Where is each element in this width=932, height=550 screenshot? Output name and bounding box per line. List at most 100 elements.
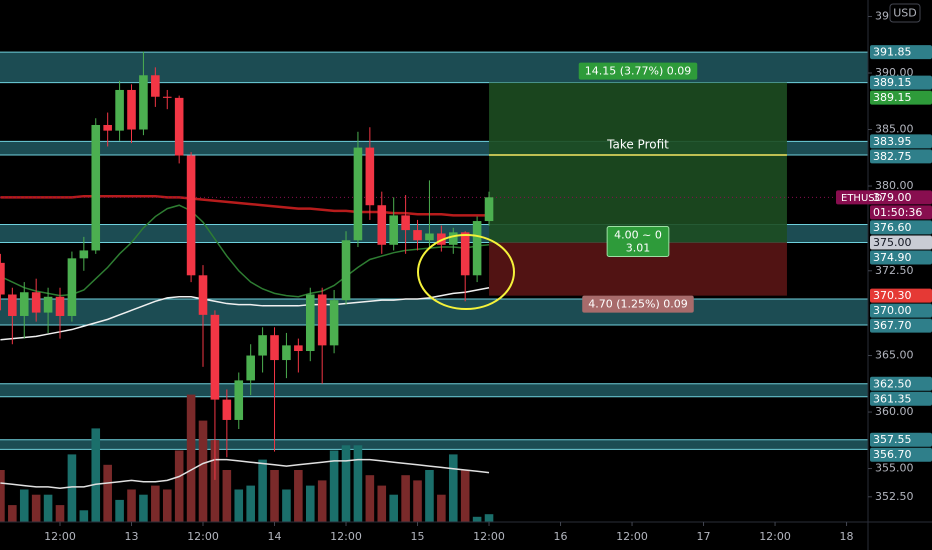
price-tag-label: 389.15 — [873, 91, 912, 104]
x-tick-label: 12:00 — [44, 530, 76, 543]
x-tick-label: 18 — [840, 530, 854, 543]
volume-bar — [389, 494, 398, 522]
candle-body — [115, 89, 124, 131]
volume-bar — [484, 514, 494, 522]
price-tag-label: 356.70 — [873, 448, 912, 461]
x-tick-label: 16 — [554, 530, 568, 543]
price-tag-label: 379.00 — [873, 191, 912, 204]
x-tick-label: 12:00 — [616, 530, 648, 543]
price-tag-label: 376.60 — [873, 221, 912, 234]
candle-body — [162, 96, 172, 98]
candle-body — [401, 215, 410, 231]
volume-bar — [413, 480, 422, 522]
volume-bar — [222, 470, 232, 522]
target-label: 14.15 (3.77%) 0.09 — [585, 65, 692, 78]
candle-body — [174, 97, 184, 156]
x-tick-label: 14 — [268, 530, 282, 543]
moving-average — [0, 204, 490, 298]
y-tick-label: 352.50 — [875, 490, 914, 503]
candle-body — [210, 314, 220, 400]
price-tag — [870, 134, 932, 149]
volume-bar — [0, 470, 5, 522]
x-tick-label: 12:00 — [759, 530, 791, 543]
volume-bar — [67, 454, 77, 522]
price-tag — [870, 250, 932, 265]
candle-body — [79, 250, 89, 259]
volume-ma — [0, 458, 490, 489]
currency-box: USD — [889, 3, 921, 23]
volume-bar — [437, 494, 446, 522]
candle-body — [270, 335, 279, 361]
highlight-ellipse — [417, 234, 515, 310]
countdown-tag — [870, 205, 932, 220]
volume-bar — [115, 499, 124, 522]
price-tag — [870, 318, 932, 333]
currency-frame[interactable] — [889, 3, 921, 23]
stop-label: 4.70 (1.25%) 0.09 — [588, 298, 688, 311]
moving-average — [0, 194, 490, 217]
volume-bar — [43, 494, 53, 522]
y-tick-label: 380.00 — [875, 179, 914, 192]
price-tag-label: 383.95 — [873, 135, 912, 148]
moving-average — [0, 286, 490, 341]
price-tag — [870, 432, 932, 447]
zone — [0, 439, 868, 450]
center-label-box — [606, 226, 670, 258]
volume-bar — [317, 480, 327, 522]
volume-bar — [377, 485, 387, 522]
candle-body — [472, 221, 482, 276]
candle-body — [127, 89, 136, 130]
candle-body — [0, 262, 5, 295]
volume-bar — [294, 470, 303, 522]
price-tag-label: 374.90 — [873, 251, 912, 264]
take-profit-label: Take Profit — [606, 137, 669, 151]
volume-bar — [127, 489, 136, 522]
candle-body — [258, 335, 267, 356]
candle-body — [139, 75, 148, 130]
price-tag — [870, 220, 932, 235]
x-tick-label: 12:00 — [187, 530, 219, 543]
volume-bar — [401, 475, 410, 522]
price-tag — [836, 190, 932, 205]
candle-body — [425, 233, 434, 241]
center-label: 3.01 — [626, 242, 651, 255]
candle-body — [341, 240, 351, 301]
candle-body — [365, 147, 375, 206]
center-label: 4.00 ~ 0 — [614, 229, 662, 242]
price-tag — [870, 45, 932, 60]
price-tag-symbol: ETHUSD — [841, 193, 883, 204]
volume-bar — [425, 470, 434, 522]
y-tick-label: 365.00 — [875, 349, 914, 362]
volume-bar — [198, 420, 208, 522]
price-tag-label: 375.00 — [873, 236, 912, 249]
candle-body — [91, 124, 101, 251]
price-tag-label: 367.70 — [873, 319, 912, 332]
candle-body — [448, 232, 458, 245]
zone — [0, 299, 868, 326]
candle-body — [19, 292, 29, 316]
price-tag-label: 362.50 — [873, 377, 912, 390]
candle-body — [8, 294, 17, 316]
volume-bar — [246, 485, 255, 522]
candle-body — [67, 258, 77, 316]
volume-bar — [270, 470, 279, 522]
moving-averages — [0, 194, 868, 341]
price-tag — [870, 149, 932, 164]
candle-body — [484, 197, 494, 222]
price-tag-label: 357.55 — [873, 433, 912, 446]
volume-bar — [460, 470, 470, 522]
x-tick-label: 13 — [125, 530, 139, 543]
candle-body — [198, 275, 208, 315]
currency[interactable]: USD — [893, 7, 917, 20]
price-tag-label: 370.00 — [873, 304, 912, 317]
y-tick-label: 355.00 — [875, 462, 914, 475]
candle-body — [329, 300, 339, 346]
candle-body — [389, 215, 398, 245]
volume-bar — [162, 489, 172, 522]
volume-bar — [79, 510, 89, 522]
price-tag — [870, 288, 932, 303]
position-tool: Take Profit 14.15 (3.77%) 0.09 4.00 ~ 03.0… — [489, 62, 787, 313]
price-tag — [870, 303, 932, 318]
